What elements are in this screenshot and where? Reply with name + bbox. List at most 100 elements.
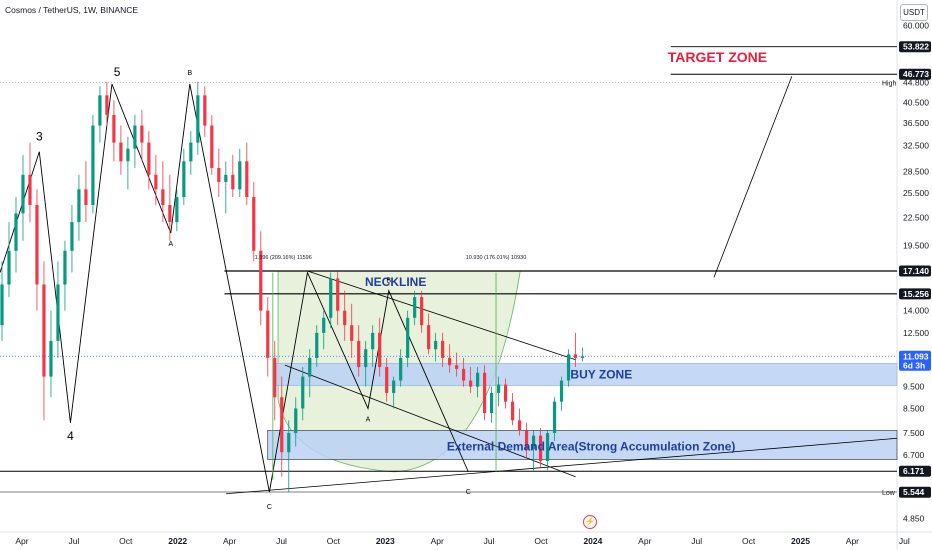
candle-body [448, 357, 452, 366]
price-tick-label: 8.500 [903, 403, 925, 413]
candle-body [245, 161, 249, 198]
time-tick-label: Jul [68, 536, 79, 546]
candle-body [154, 174, 158, 190]
candle-body [175, 197, 179, 223]
time-tick-label: 2024 [583, 536, 602, 546]
channel-lower-line [284, 364, 576, 478]
price-tag-plain: 44.800 [903, 78, 929, 88]
demand-area-box [267, 429, 898, 460]
candle-body [476, 372, 480, 387]
candle-body [294, 408, 298, 433]
candle-body [406, 317, 410, 358]
candle-body [182, 161, 186, 198]
candle-body [189, 142, 193, 162]
candle-body [231, 174, 235, 190]
price-tick-label: 36.500 [903, 118, 929, 128]
price-tick-label: 28.500 [903, 166, 929, 176]
time-tick-label: Jul [276, 536, 287, 546]
candle-body [573, 354, 578, 358]
price-tag-label: 5.544 [903, 487, 925, 497]
candle-body [538, 435, 543, 462]
time-tick-label: 2025 [791, 536, 810, 546]
price-axis[interactable]: 60.000 40.500 36.500 32.500 28.500 25.500 22.5… [903, 20, 929, 523]
candle-body [28, 174, 32, 206]
candle-body [413, 297, 417, 318]
candle-body [322, 317, 326, 333]
time-tick-label: Apr [846, 536, 859, 546]
candle-body [42, 284, 46, 377]
candle-body [91, 125, 95, 206]
price-tag-label: 6.171 [903, 466, 925, 476]
candle-body [63, 250, 67, 285]
candle-body [524, 430, 529, 450]
time-tick-label: Apr [638, 536, 651, 546]
time-axis[interactable]: Apr Jul Oct 2022 Apr Jul Oct 2023 Apr Jul Oct 2024 A… [15, 536, 909, 546]
wave-3-label: 3 [36, 130, 43, 144]
time-tick-label: Jul [484, 536, 495, 546]
price-tag-badge[interactable] [899, 486, 931, 498]
elliott-wave-path [0, 83, 270, 493]
wave-a-label: A [168, 241, 173, 248]
buy-zone-label: BUY ZONE [570, 368, 632, 382]
time-tick-label: Apr [15, 536, 28, 546]
rising-support-line [226, 437, 898, 495]
candle-body [399, 357, 403, 381]
candle-body [580, 356, 585, 358]
price-tag-badge[interactable] [899, 41, 931, 53]
price-tag-label: 15.256 [903, 289, 929, 299]
candle-body [0, 284, 4, 326]
price-tick-label: 9.500 [903, 382, 925, 392]
candle-body [517, 420, 522, 431]
candle-body [56, 284, 60, 341]
price-tag-badge[interactable] [899, 350, 931, 371]
wave-a2-label: A [366, 416, 371, 423]
price-tag-badge[interactable] [899, 265, 931, 277]
candle-body [238, 161, 242, 190]
candle-body [315, 332, 319, 358]
candle-body [441, 340, 445, 358]
price-tag-badge[interactable] [899, 465, 931, 477]
candle-body [503, 384, 508, 402]
candle-body [385, 367, 389, 393]
flash-icon[interactable]: ⚡ [583, 515, 597, 529]
price-tick-label: 19.500 [903, 241, 929, 251]
candle-body [455, 365, 459, 369]
candle-body [196, 95, 200, 143]
price-tag-label: 11.093 [903, 351, 929, 361]
candle-body [77, 189, 81, 223]
price-tag-label: 53.822 [903, 42, 929, 52]
candle-body [427, 325, 431, 350]
symbol-title: Cosmos / TetherUS, 1W, BINANCE [5, 5, 139, 15]
candle-body [252, 197, 256, 251]
candle-body [434, 340, 438, 350]
price-tick-label: 7.500 [903, 428, 925, 438]
candle-body [336, 278, 340, 311]
price-tick-label: 14.000 [903, 306, 929, 316]
time-tick-label: Apr [223, 536, 236, 546]
wave-c-label: C [267, 504, 272, 511]
price-tick-label: 6.700 [903, 450, 925, 460]
price-tag-prefix: Low [882, 490, 896, 497]
candle-body [469, 380, 473, 387]
currency-unit-button[interactable]: USDT [900, 4, 928, 21]
candle-body [378, 332, 382, 368]
wave-5-label: 5 [114, 65, 121, 79]
candle-body [126, 148, 130, 162]
price-tag-badge[interactable] [899, 288, 931, 300]
candle-body [217, 167, 221, 182]
candle-body [273, 357, 277, 398]
candle-body [357, 340, 361, 368]
candle-body [49, 340, 53, 377]
candlestick-series [0, 81, 585, 492]
candle-body [84, 189, 88, 206]
candle-body [210, 125, 214, 168]
measure-right-label: 10.930 (176.01%) 10930 [466, 255, 527, 261]
candle-body [308, 357, 312, 377]
candle-body [105, 95, 109, 115]
price-tag-badge[interactable] [899, 68, 931, 80]
channel-upper-line [307, 270, 576, 361]
price-tag-label: 46.773 [903, 69, 929, 79]
time-tick-label: 2022 [168, 536, 187, 546]
demand-area-label: External Demand Area(Strong Accumulation… [447, 440, 736, 454]
